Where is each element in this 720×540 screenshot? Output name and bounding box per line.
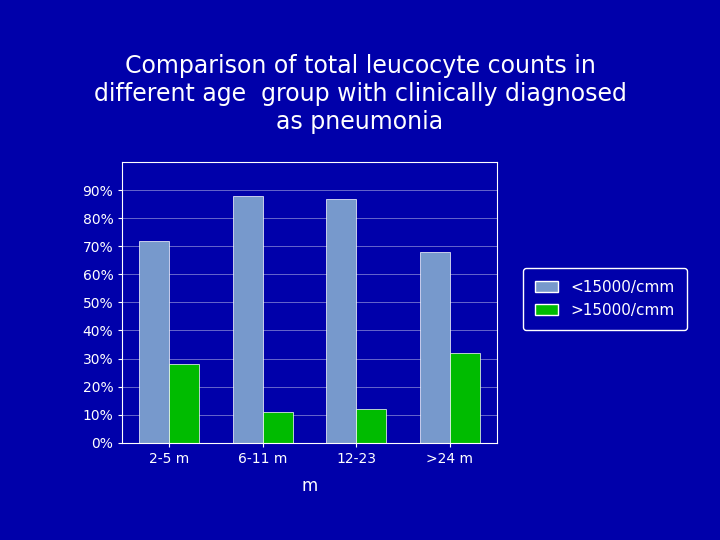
Bar bbox=[450, 353, 480, 443]
Text: Comparison of total leucocyte counts in
different age  group with clinically dia: Comparison of total leucocyte counts in … bbox=[94, 54, 626, 133]
Bar bbox=[169, 364, 199, 443]
Bar bbox=[233, 195, 263, 443]
Bar bbox=[420, 252, 450, 443]
Bar bbox=[140, 241, 169, 443]
Legend: <15000/cmm, >15000/cmm: <15000/cmm, >15000/cmm bbox=[523, 268, 687, 330]
X-axis label: m: m bbox=[302, 477, 318, 495]
Bar bbox=[263, 412, 293, 443]
Bar bbox=[356, 409, 386, 443]
Bar bbox=[326, 199, 356, 443]
